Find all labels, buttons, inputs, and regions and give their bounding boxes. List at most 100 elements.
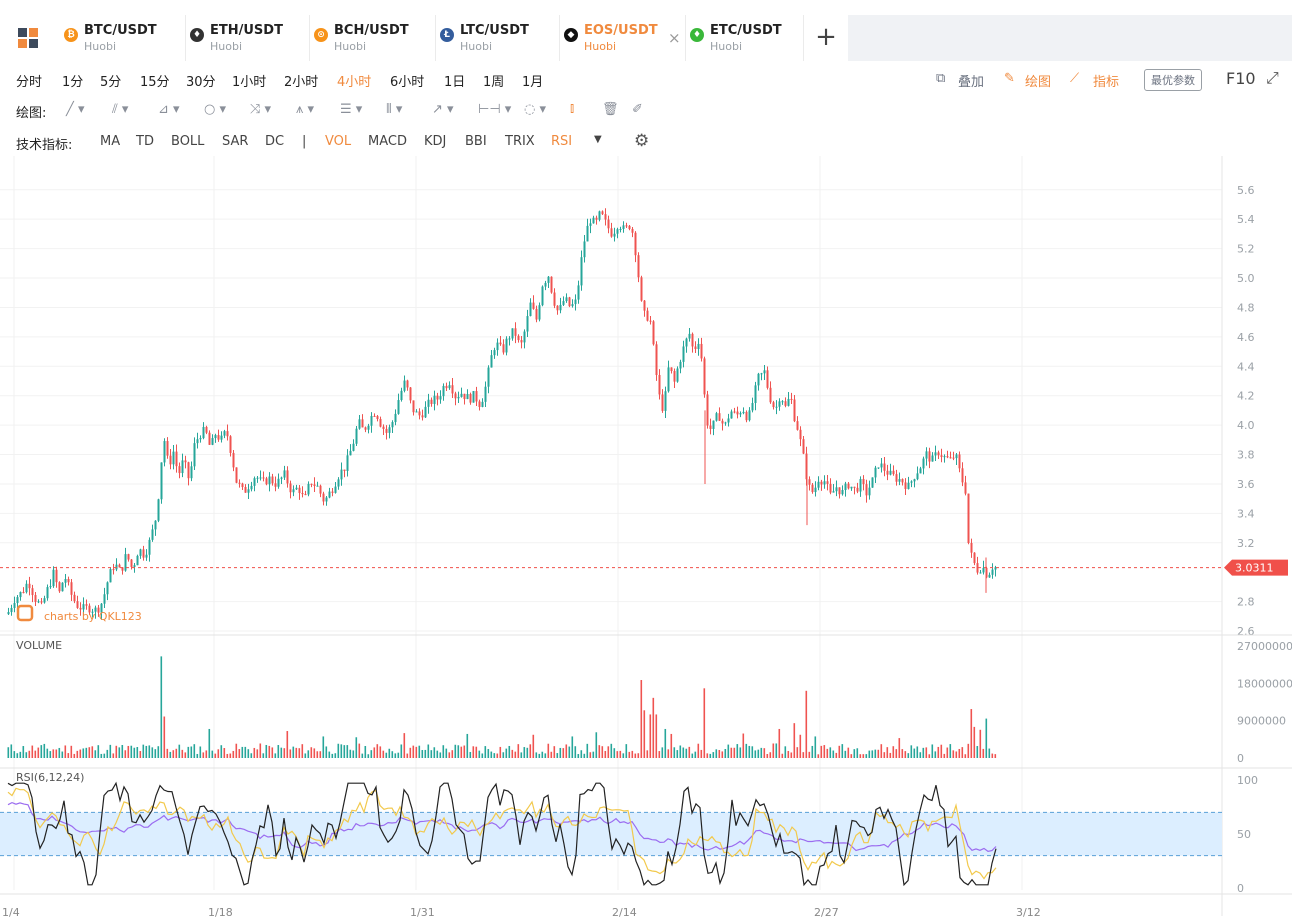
candle-body <box>301 493 304 495</box>
indicator-rsi[interactable]: RSI <box>551 134 573 149</box>
volume-bar <box>385 752 388 758</box>
candle-body <box>907 482 910 489</box>
indicator-sar[interactable]: SAR <box>222 134 249 149</box>
indicator-ma[interactable]: MA <box>100 134 121 149</box>
price-tick-label: 4.6 <box>1237 331 1255 344</box>
volume-bar <box>22 746 25 758</box>
candle-body <box>886 470 889 475</box>
candle-body <box>463 393 466 400</box>
interval-9[interactable]: 1日 <box>444 75 466 90</box>
volume-bar <box>415 746 418 758</box>
volume-bar <box>244 746 247 758</box>
indicator-kdj[interactable]: KDJ <box>424 134 447 149</box>
tab-ltc-usdt[interactable]: Ł LTC/USDT Huobi <box>440 15 560 61</box>
candle-body <box>160 462 163 500</box>
tab-bch-usdt[interactable]: ⊙ BCH/USDT Huobi <box>314 15 436 61</box>
interval-8[interactable]: 6小时 <box>390 75 425 90</box>
volume-bar <box>376 744 379 758</box>
add-tab-button[interactable]: + <box>805 15 847 61</box>
tab-eth-usdt[interactable]: ♦ ETH/USDT Huobi <box>190 15 310 61</box>
tab-etc-usdt[interactable]: ♦ ETC/USDT Huobi <box>690 15 804 61</box>
volume-bar <box>742 733 745 758</box>
volume-bar <box>133 747 136 758</box>
volume-bar <box>931 744 934 758</box>
candle-body <box>352 443 355 451</box>
volume-bar <box>775 743 778 758</box>
volume-bar <box>268 745 271 758</box>
candle-body <box>889 470 892 475</box>
volume-bar <box>793 723 796 758</box>
candle-body <box>514 328 517 336</box>
indicator-vol[interactable]: VOL <box>325 134 352 149</box>
f10-button[interactable]: F10 <box>1226 69 1256 88</box>
volume-bar <box>601 746 604 758</box>
channel-tool-icon[interactable]: ⊿ ▾ <box>158 102 180 117</box>
indicator-macd[interactable]: MACD <box>368 134 407 149</box>
settings-gear-icon[interactable]: ⚙ <box>634 131 650 151</box>
magnet-tool-icon[interactable]: ⫾ <box>570 101 575 116</box>
indicator-trix[interactable]: TRIX <box>505 134 535 149</box>
volume-bar <box>307 750 310 758</box>
trash-icon[interactable]: 🗑 <box>602 102 619 117</box>
fullscreen-icon[interactable]: ⤢ <box>1266 68 1279 87</box>
indicator-more-icon[interactable]: ▼ <box>594 134 602 145</box>
volume-bar <box>427 744 430 758</box>
fib-tool-icon[interactable]: ☰ ▾ <box>340 102 363 117</box>
candle-body <box>673 371 676 382</box>
interval-11[interactable]: 1月 <box>522 75 544 90</box>
candle-body <box>817 481 820 488</box>
tab-eos-usdt[interactable]: ◆ EOS/USDT Huobi × <box>564 15 686 61</box>
draw-icon[interactable]: ✎ <box>1004 71 1015 86</box>
overlay-button[interactable]: 叠加 <box>958 75 985 90</box>
candle-body <box>988 574 991 578</box>
tab-btc-usdt[interactable]: ₿ BTC/USDT Huobi <box>64 15 186 61</box>
interval-2[interactable]: 5分 <box>100 75 122 90</box>
volume-bar <box>493 753 496 758</box>
indicator-button[interactable]: 指标 <box>1093 75 1120 90</box>
volume-bar <box>709 753 712 758</box>
pattern-tool-icon[interactable]: ⩚ ▾ <box>296 102 314 117</box>
line-tool-icon[interactable]: ╱ ▾ <box>66 102 85 117</box>
indicator-dc[interactable]: DC <box>265 134 285 149</box>
price-chart[interactable]: 5.6 5.4 5.2 5.0 4.8 4.6 4.4 4.2 4.0 3.8 3.6 3.4 3.2 2… <box>0 156 1292 924</box>
indicator-icon[interactable]: ⟋ <box>1070 71 1080 86</box>
interval-5[interactable]: 1小时 <box>232 75 267 90</box>
layout-grid-icon[interactable] <box>10 15 48 61</box>
gann-tool-icon[interactable]: ⦀ ▾ <box>386 102 403 117</box>
interval-6[interactable]: 2小时 <box>284 75 319 90</box>
volume-bar <box>652 697 655 758</box>
draw-button[interactable]: 绘图 <box>1025 75 1052 90</box>
ray-tool-icon[interactable]: ⫽ ▾ <box>112 102 129 117</box>
interval-0[interactable]: 分时 <box>16 75 43 90</box>
volume-bar <box>925 747 928 758</box>
interval-4[interactable]: 30分 <box>186 75 216 90</box>
volume-bar <box>469 751 472 758</box>
volume-bar <box>127 745 130 758</box>
optimal-params-button[interactable]: 最优参数 <box>1144 69 1202 91</box>
arrow-tool-icon[interactable]: ↗ ▾ <box>432 102 454 117</box>
annotation-tool-icon[interactable]: ◌ ▾ <box>524 102 547 117</box>
candle-body <box>130 559 133 567</box>
candle-body <box>592 217 595 224</box>
close-tab-icon[interactable]: × <box>668 29 681 47</box>
x-tick-label: 3/12 <box>1016 906 1041 919</box>
indicator-boll[interactable]: BOLL <box>171 134 205 149</box>
interval-1[interactable]: 1分 <box>62 75 84 90</box>
measure-tool-icon[interactable]: ⊢⊣ ▾ <box>478 102 512 117</box>
interval-7[interactable]: 4小时 <box>337 75 372 90</box>
shape-tool-icon[interactable]: ○ ▾ <box>204 102 227 117</box>
path-tool-icon[interactable]: ⤨ ▾ <box>250 102 272 117</box>
bitcoin-cash-icon: ⊙ <box>314 28 328 42</box>
indicator-td[interactable]: TD <box>136 134 154 149</box>
volume-bar <box>760 747 763 758</box>
candle-body <box>88 605 91 613</box>
indicator-bbi[interactable]: BBI <box>465 134 487 149</box>
volume-bar <box>262 753 265 758</box>
overlay-icon[interactable]: ⧉ <box>936 71 946 86</box>
interval-10[interactable]: 1周 <box>483 75 505 90</box>
watermark: charts by QKL123 <box>44 610 142 623</box>
eraser-icon[interactable]: ✐ <box>632 102 643 117</box>
candle-body <box>571 304 574 307</box>
interval-3[interactable]: 15分 <box>140 75 170 90</box>
candle-body <box>877 467 880 469</box>
